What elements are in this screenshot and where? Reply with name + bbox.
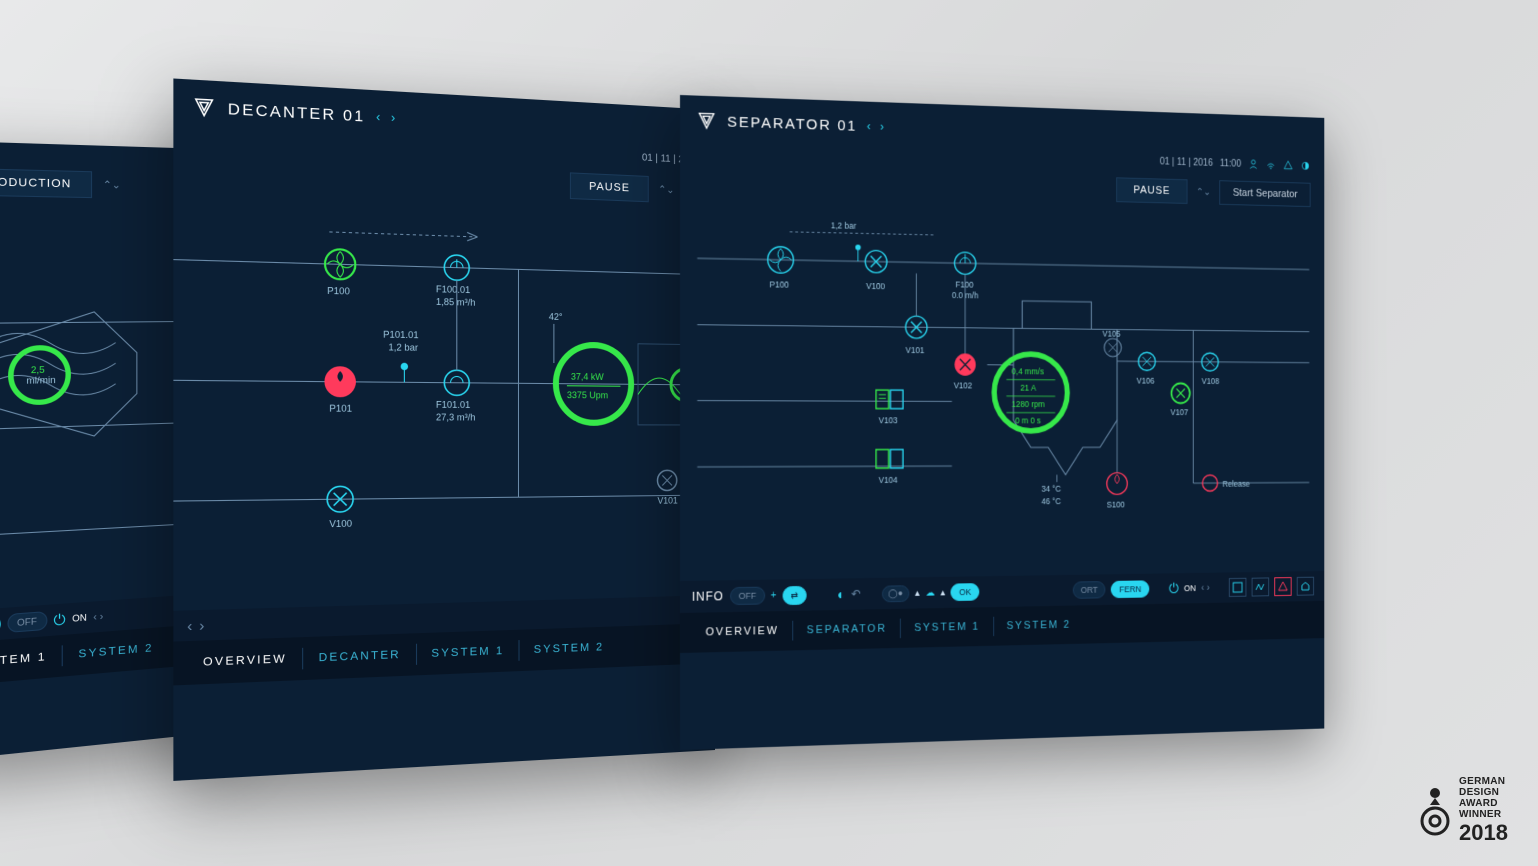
tab-overview[interactable]: OVERVIEW [692,621,792,643]
tab-overview[interactable]: OVERVIEW [187,648,302,674]
tab-decanter[interactable]: DECANTER [302,644,415,670]
node-p10101-bar: 1,2 bar [388,342,418,353]
fern-pill[interactable]: FERN [1111,580,1149,598]
cloud-icon[interactable]: ☁ [925,587,934,598]
scroll-right-icon[interactable]: › [199,616,204,634]
svg-text:V103: V103 [879,416,898,426]
node-v106: V106 [1137,376,1155,386]
alert-icon[interactable] [1274,577,1291,596]
next-arrow-icon[interactable]: › [391,110,395,125]
contrast-icon[interactable] [1300,160,1310,172]
ort-pill[interactable]: ORT [1072,581,1105,599]
start-button[interactable]: Start Separator [1220,180,1311,207]
on-label: ON [72,612,87,623]
node-p100: P100 [770,280,790,290]
temp1: 34 °C [1041,483,1061,493]
wave-icon[interactable] [1252,577,1269,596]
tab-system1[interactable]: SYSTEM 1 [900,617,993,638]
gauge-l3: 1280 rpm [1012,399,1045,409]
award-line2: DESIGN [1459,787,1508,798]
node-f10101: F101.01 [436,399,470,410]
node-v102: V102 [954,381,973,391]
mode-selector[interactable]: PAUSE [570,172,648,202]
node-v100: V100 [866,281,885,291]
prev-arrow-icon[interactable]: ‹ [867,119,871,133]
toggle-group[interactable]: ◯● [882,585,910,602]
grid-icon[interactable] [1229,578,1246,597]
tab-system2[interactable]: SYSTEM 2 [62,637,168,666]
refresh-icon[interactable]: ◐ [837,586,845,602]
tab-system2[interactable]: SYSTEM 2 [993,615,1084,636]
award-line1: GERMAN [1459,776,1508,787]
node-p100: P100 [327,285,350,297]
time-label: 11:00 [1220,158,1241,169]
date-label: 01 | 11 | 2016 [1160,156,1213,168]
node-f10001: F100.01 [436,284,470,296]
node-p10101: P101.01 [383,329,419,340]
link-icon[interactable]: ⇄ [782,585,807,604]
tab-separator[interactable]: SEPARATOR [792,619,900,641]
award-year: 2018 [1459,820,1508,846]
svg-text:ml/min: ml/min [26,374,56,386]
node-v103: V103 [876,390,903,425]
node-s100: S100 [1107,499,1125,509]
decanter-diagram: P100 F100.01 1,85 m³/h P101.01 1,2 bar P… [173,194,715,611]
panel-separator: SEPARATOR 01 ‹ › 01 | 11 | 2016 11:00 PA… [680,95,1324,750]
wifi-icon [1266,159,1276,171]
node-f10001-val: 1,85 m³/h [436,296,476,308]
panel-title: SEPARATOR 01 [727,113,857,134]
tab-system1[interactable]: SYSTEM 1 [416,640,519,665]
node-p101: P101 [329,403,352,414]
prev-arrow-icon[interactable]: ‹ [376,109,380,124]
award-badge: GERMAN DESIGN AWARD WINNER 2018 [1417,776,1508,846]
node-v101: V101 [657,495,677,506]
ok-button[interactable]: OK [951,583,980,601]
panel-title: DECANTER 01 [228,100,366,126]
warning-icon[interactable] [1283,160,1293,172]
mode-selector[interactable]: PRODUCTION [0,168,92,198]
award-line3: AWARD [1459,798,1508,809]
node-v104: V104 [876,450,903,486]
on-label: ON [1184,583,1196,593]
gauge-l2: 21 A [1020,383,1036,393]
node-v100: V100 [329,518,352,529]
scroll-left-icon[interactable]: ‹ [187,617,192,635]
node-v107: V107 [1171,407,1189,417]
node-f100: F100 [955,279,973,289]
brand-logo [696,110,718,133]
separator-diagram: 1,2 bar P100 V100 F100 0.0 m/h V101 [680,201,1324,581]
up-icon[interactable]: ▴ [940,587,945,598]
node-v105: V105 [1103,329,1121,339]
bar-label: 1,2 bar [831,220,857,231]
undo-icon[interactable]: ↶ [851,587,861,601]
gauge-line2: 3375 Upm [567,390,608,401]
tab-system2[interactable]: SYSTEM 2 [519,637,618,661]
user-icon[interactable] [1248,158,1258,170]
panel-decanter: DECANTER 01 ‹ › 01 | 11 | 2016 PAUSE ⌃⌄ … [173,78,715,780]
power-icon[interactable]: ⏻ [53,610,65,629]
gauge-l1: 0,4 mm/s [1012,366,1044,376]
award-line4: WINNER [1459,809,1508,820]
node-v108: V108 [1202,377,1220,387]
tab-system1[interactable]: SYSTEM 1 [0,645,62,675]
off-pill[interactable]: OFF [730,587,765,605]
gauge-line1: 37,4 kW [571,371,605,382]
power-icon[interactable]: ⏻ [1169,580,1179,596]
info-label: INFO [692,589,724,604]
temp-label: 42° [549,311,563,322]
svg-text:V104: V104 [879,475,898,485]
off-toggle[interactable]: OFF [7,611,47,633]
release-label: Release [1223,479,1251,489]
brand-logo [192,95,217,120]
next-arrow-icon[interactable]: › [880,120,884,134]
plus-icon[interactable]: + [771,590,777,601]
mode-selector[interactable]: PAUSE [1116,177,1187,204]
node-v101: V101 [906,345,925,355]
temp2: 46 °C [1041,496,1061,506]
node-f10101-val: 27,3 m³/h [436,412,476,423]
drop-icon[interactable]: ▴ [915,587,920,598]
home-icon[interactable] [1297,577,1314,596]
gauge-l4: 0 m 0 s [1015,416,1041,426]
